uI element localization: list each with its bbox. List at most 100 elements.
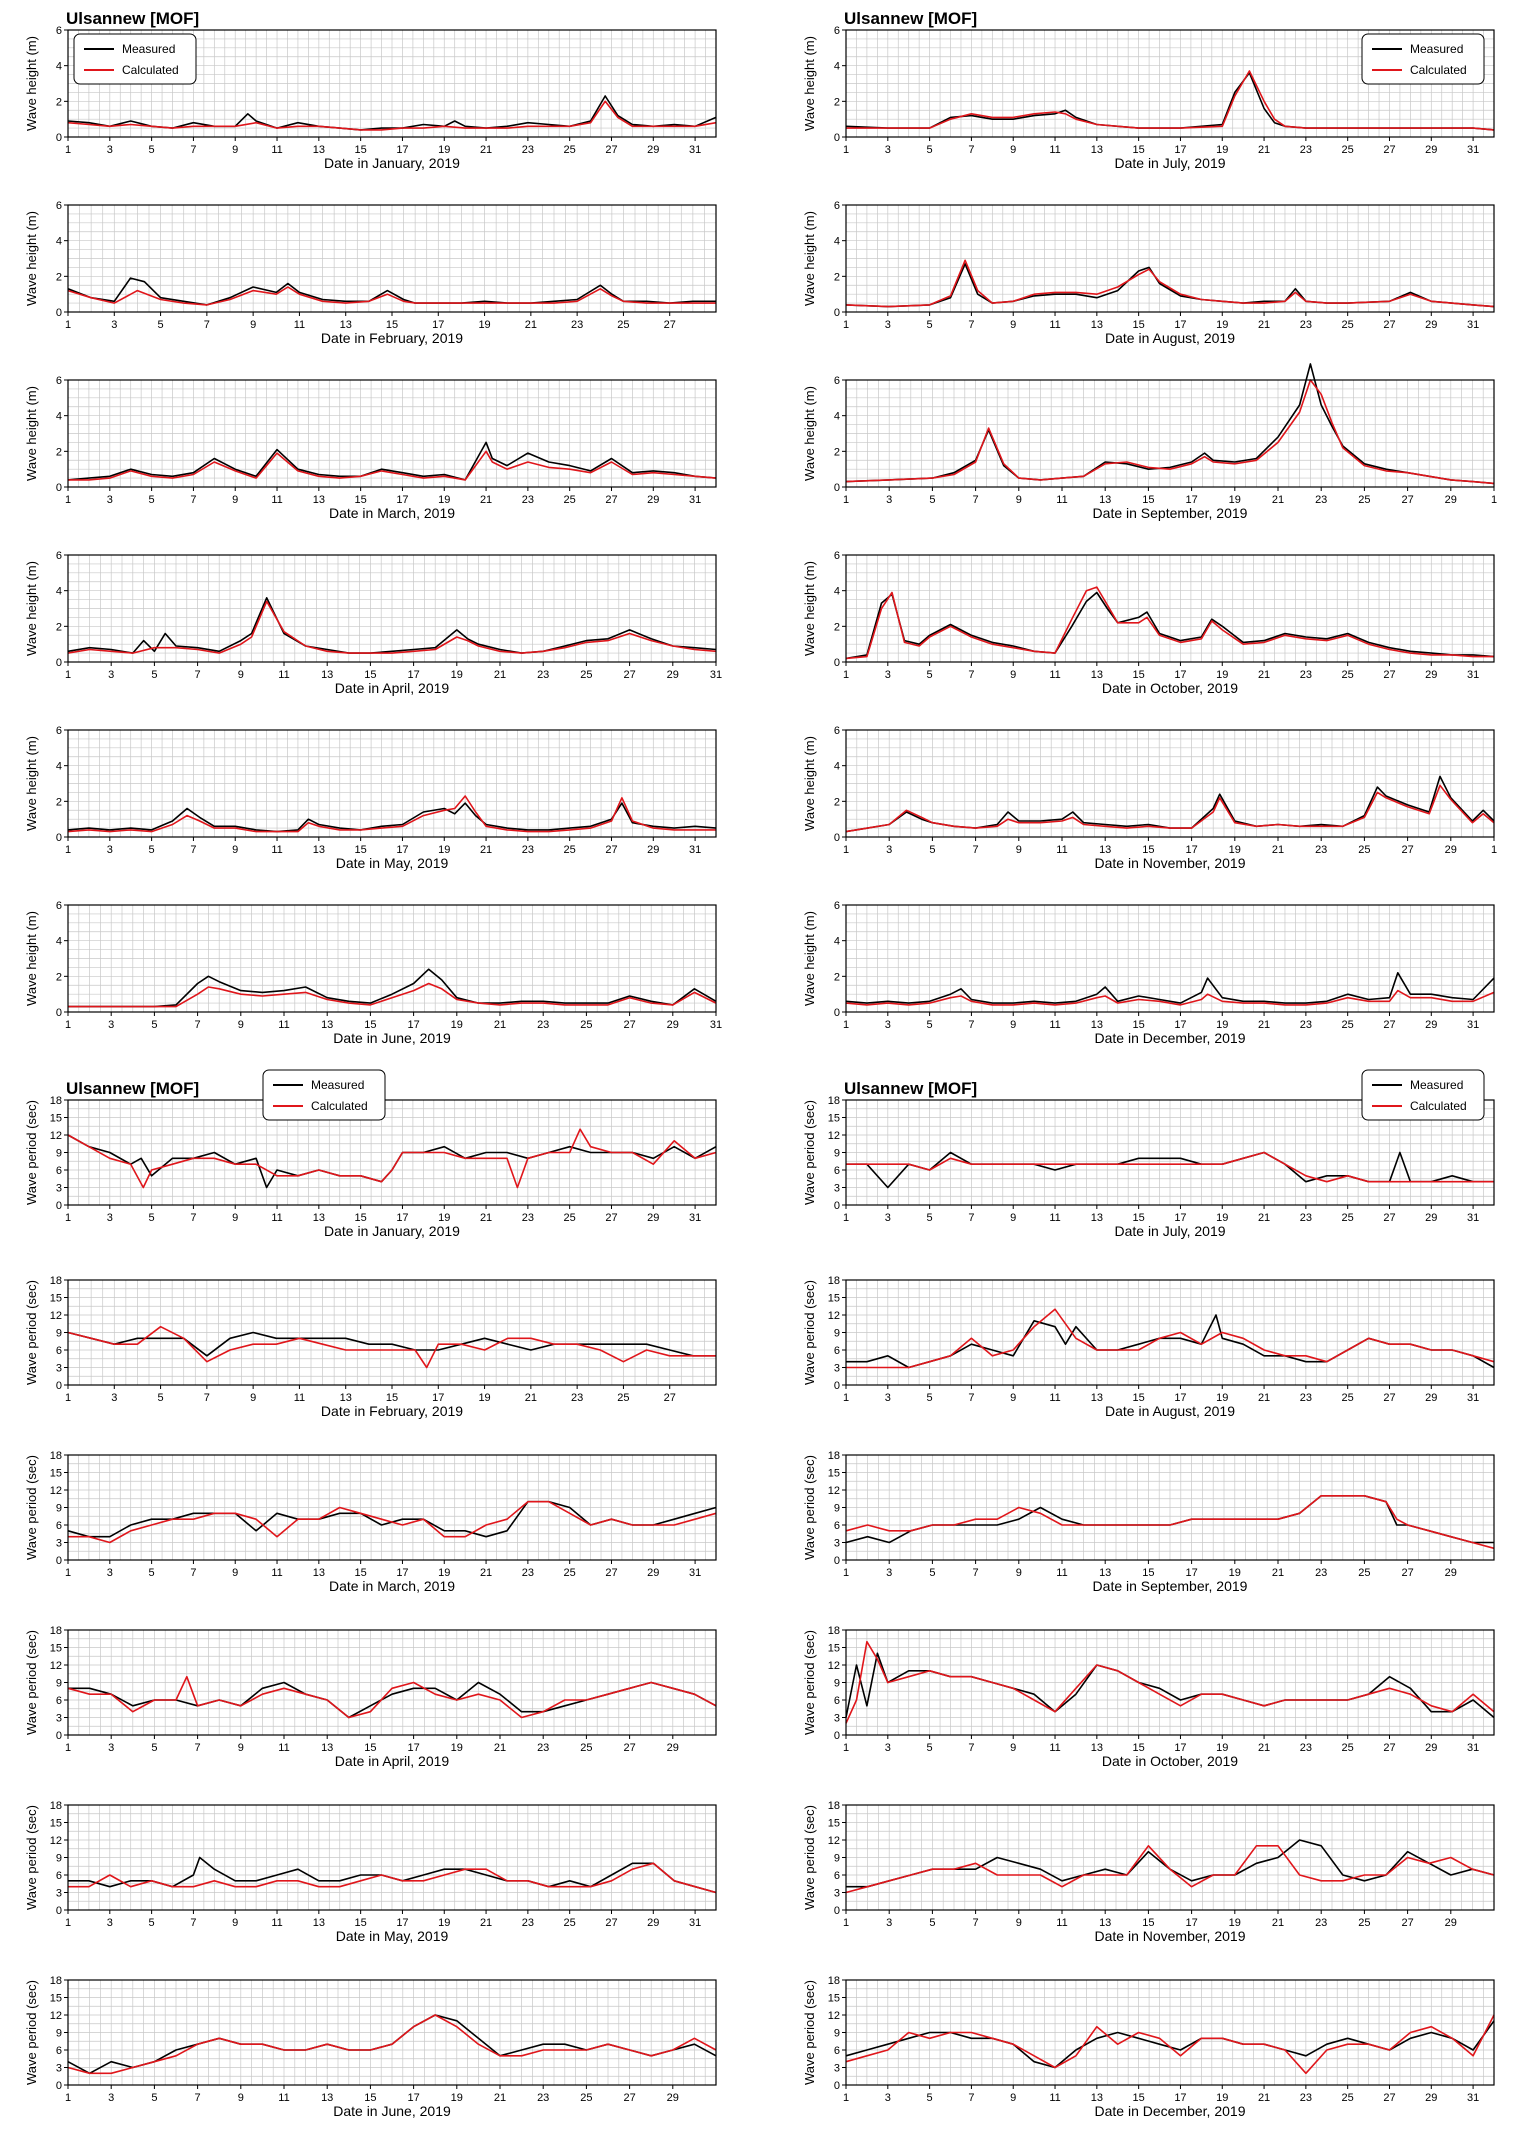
- x-axis-label: Date in October, 2019: [1102, 680, 1238, 696]
- x-axis-label: Date in October, 2019: [1102, 1753, 1238, 1769]
- x-tick-label: 23: [1300, 1019, 1312, 1031]
- x-tick-label: 5: [149, 144, 155, 156]
- x-tick-label: 25: [1358, 494, 1370, 506]
- series-line-calculated: [845, 2014, 1495, 2075]
- x-tick-label: 1: [843, 1392, 849, 1404]
- x-tick-label: 15: [1133, 319, 1145, 331]
- x-tick-label: 15: [355, 1917, 367, 1929]
- y-tick-label: 0: [56, 307, 62, 319]
- y-axis-label: Wave height (m): [24, 36, 39, 131]
- x-tick-label: 29: [667, 1019, 679, 1031]
- y-axis-label: Wave height (m): [802, 911, 817, 1006]
- x-tick-label: 3: [885, 144, 891, 156]
- x-tick-label: 27: [664, 319, 676, 331]
- x-tick-label: 19: [1216, 1742, 1228, 1754]
- y-tick-label: 0: [834, 657, 840, 669]
- y-tick-label: 2: [56, 96, 62, 108]
- x-tick-label: 25: [1342, 319, 1354, 331]
- x-tick-label: 13: [1091, 1392, 1103, 1404]
- y-tick-label: 9: [834, 2028, 840, 2040]
- x-tick-label: 31: [1467, 1019, 1479, 1031]
- legend-label-calculated: Calculated: [1410, 63, 1467, 77]
- x-tick-label: 15: [355, 1212, 367, 1224]
- x-tick-label: 3: [107, 144, 113, 156]
- x-tick-label: 11: [1056, 494, 1067, 506]
- plot-frame: [845, 729, 1495, 838]
- x-tick-label: 3: [886, 1567, 892, 1579]
- y-tick-label: 18: [50, 1275, 62, 1287]
- x-tick-label: 13: [1091, 2092, 1103, 2104]
- x-tick-label: 17: [1185, 1567, 1197, 1579]
- legend-label-calculated: Calculated: [1410, 1099, 1467, 1113]
- x-tick-label: 3: [111, 1392, 117, 1404]
- x-tick-label: 9: [232, 1212, 238, 1224]
- x-tick-label: 3: [885, 1392, 891, 1404]
- x-tick-label: 19: [438, 1567, 450, 1579]
- y-tick-label: 3: [834, 1183, 840, 1195]
- series-line-calculated: [845, 1845, 1495, 1894]
- y-axis-label: Wave period (sec): [24, 1100, 39, 1205]
- y-tick-label: 2: [834, 621, 840, 633]
- y-tick-label: 3: [56, 1888, 62, 1900]
- x-tick-label: 23: [522, 144, 534, 156]
- x-tick-label: 17: [407, 669, 419, 681]
- x-tick-label: 23: [1315, 844, 1327, 856]
- x-tick-label: 3: [108, 1742, 114, 1754]
- y-tick-label: 18: [50, 1800, 62, 1812]
- x-axis-label: Date in August, 2019: [1105, 1403, 1235, 1419]
- x-tick-label: 21: [494, 1742, 506, 1754]
- x-tick-label: 1: [843, 144, 849, 156]
- x-tick-label: 15: [1133, 669, 1145, 681]
- y-tick-label: 0: [56, 1200, 62, 1212]
- x-tick-label: 29: [1425, 2092, 1437, 2104]
- x-tick-label: 19: [478, 319, 490, 331]
- x-tick-label: 19: [1229, 1567, 1241, 1579]
- x-tick-label: 7: [195, 1742, 201, 1754]
- y-tick-label: 0: [834, 1730, 840, 1742]
- x-tick-label: 5: [151, 669, 157, 681]
- x-tick-label: 1: [843, 1742, 849, 1754]
- x-tick-label: 13: [1099, 494, 1111, 506]
- series-line-calculated: [845, 259, 1495, 308]
- y-tick-label: 0: [56, 1007, 62, 1019]
- x-tick-label: 3: [885, 669, 891, 681]
- x-tick-label: 21: [525, 1392, 537, 1404]
- x-tick-label: 21: [1258, 1212, 1270, 1224]
- y-tick-label: 0: [834, 1905, 840, 1917]
- y-axis-label: Wave period (sec): [802, 1630, 817, 1735]
- x-tick-label: 7: [973, 494, 979, 506]
- x-tick-label: 13: [1091, 1212, 1103, 1224]
- series-line-calculated: [67, 1675, 717, 1719]
- x-tick-label: 27: [623, 669, 635, 681]
- x-tick-label: 9: [1010, 669, 1016, 681]
- y-tick-label: 4: [56, 236, 62, 248]
- x-tick-label: 17: [1174, 1392, 1186, 1404]
- y-axis-label: Wave period (sec): [24, 1980, 39, 2085]
- y-tick-label: 9: [56, 1503, 62, 1515]
- y-tick-label: 3: [56, 1183, 62, 1195]
- series-line-calculated: [845, 379, 1495, 485]
- y-axis-label: Wave period (sec): [802, 1805, 817, 1910]
- x-tick-label: 23: [1300, 319, 1312, 331]
- x-tick-label: 27: [1401, 844, 1413, 856]
- x-tick-label: 9: [232, 1917, 238, 1929]
- x-tick-label: 11: [1049, 144, 1060, 156]
- x-tick-label: 9: [1016, 494, 1022, 506]
- x-tick-label: 1: [843, 669, 849, 681]
- x-tick-label: 19: [438, 844, 450, 856]
- x-tick-label: 23: [1300, 1212, 1312, 1224]
- x-tick-label: 15: [364, 2092, 376, 2104]
- x-tick-label: 7: [190, 1567, 196, 1579]
- plot-frame: [67, 379, 717, 488]
- x-tick-label: 7: [195, 669, 201, 681]
- plot-frame: [67, 554, 717, 663]
- y-tick-label: 9: [56, 1328, 62, 1340]
- y-tick-label: 0: [56, 657, 62, 669]
- y-tick-label: 2: [834, 971, 840, 983]
- x-tick-label: 5: [929, 1567, 935, 1579]
- x-tick-label: 5: [158, 1392, 164, 1404]
- x-tick-label: 5: [927, 669, 933, 681]
